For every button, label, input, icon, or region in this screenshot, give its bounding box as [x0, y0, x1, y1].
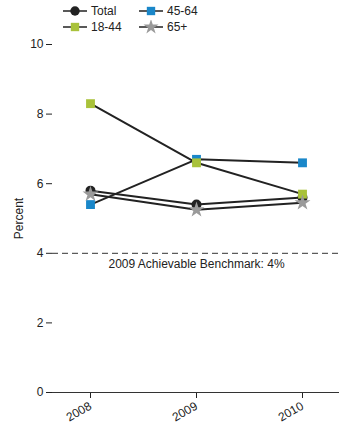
svg-text:Percent: Percent: [12, 197, 26, 239]
svg-text:0: 0: [37, 385, 44, 399]
svg-text:2009: 2009: [170, 399, 200, 425]
svg-text:8: 8: [37, 107, 44, 121]
html-text:18-44: 18-44: [91, 20, 122, 34]
html-text:65+: 65+: [167, 20, 188, 34]
svg-text:2009 Achievable Benchmark: 4%: 2009 Achievable Benchmark: 4%: [108, 257, 284, 271]
html-text:45-64: 45-64: [167, 4, 198, 18]
html-text:Total: Total: [91, 4, 117, 18]
svg-text:2: 2: [37, 316, 44, 330]
svg-text:2010: 2010: [276, 399, 306, 425]
svg-text:6: 6: [37, 177, 44, 191]
svg-text:10: 10: [30, 37, 44, 51]
svg-text:2008: 2008: [64, 399, 94, 425]
svg-text:4: 4: [37, 246, 44, 260]
